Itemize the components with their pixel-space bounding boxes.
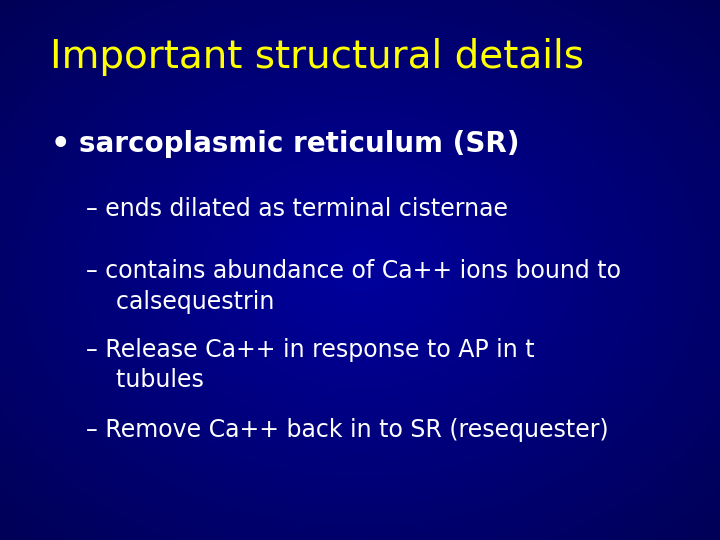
Text: – Release Ca++ in response to AP in t
    tubules: – Release Ca++ in response to AP in t tu… bbox=[86, 338, 535, 392]
Text: Important structural details: Important structural details bbox=[50, 38, 585, 76]
Text: •: • bbox=[50, 130, 70, 159]
Text: sarcoplasmic reticulum (SR): sarcoplasmic reticulum (SR) bbox=[79, 130, 520, 158]
Text: – ends dilated as terminal cisternae: – ends dilated as terminal cisternae bbox=[86, 197, 508, 221]
Text: – Remove Ca++ back in to SR (resequester): – Remove Ca++ back in to SR (resequester… bbox=[86, 418, 609, 442]
Text: – contains abundance of Ca++ ions bound to
    calsequestrin: – contains abundance of Ca++ ions bound … bbox=[86, 259, 621, 314]
